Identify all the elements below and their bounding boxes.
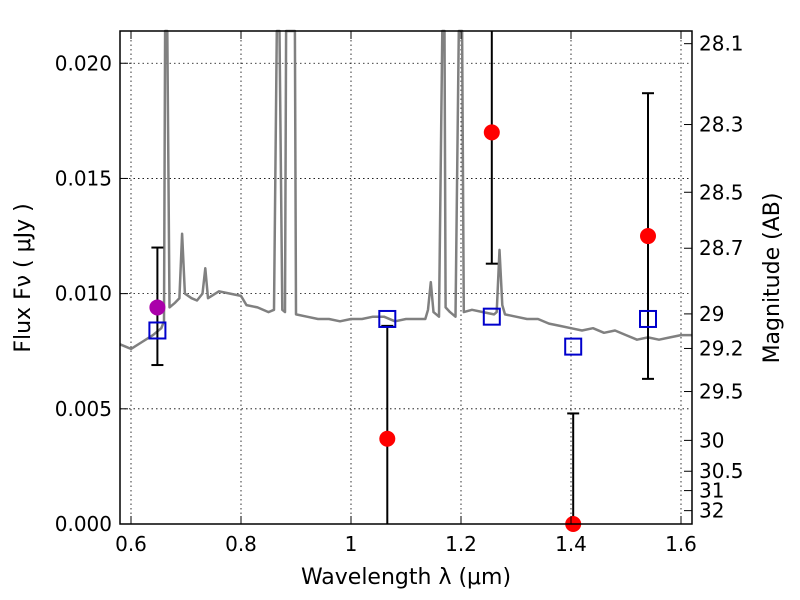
x-tick-label: 1.6 [665, 532, 697, 556]
spectrum-line [119, 29, 692, 351]
data-points [148, 124, 657, 532]
y2-tick-label: 31 [699, 479, 724, 503]
x-tick-label: 1 [345, 532, 358, 556]
y2-tick-label: 30 [699, 428, 724, 452]
axis-ticks: 0.6 0.8 1 1.2 1.4 1.6 0.000 0.005 0.010 0.015 0.02… [55, 31, 744, 556]
x-tick-label: 1.2 [445, 532, 477, 556]
y2-tick-label: 28.1 [699, 32, 744, 56]
y-tick-label: 0.015 [55, 166, 112, 190]
y-tick-label: 0.005 [55, 397, 112, 421]
model-photometry-square [378, 309, 397, 328]
y2-tick-label: 28.7 [699, 236, 744, 260]
y2-tick-label: 28.3 [699, 113, 744, 137]
y2-tick-label: 32 [699, 499, 724, 523]
plot-frame [119, 30, 693, 525]
x-axis-label: Wavelength λ (μm) [301, 565, 511, 590]
error-bars [151, 31, 654, 524]
observed-point [379, 430, 396, 447]
model-photometry-square [148, 321, 167, 340]
observed-point [640, 228, 656, 245]
observed-point [483, 124, 500, 141]
y2-tick-label: 29.2 [699, 336, 744, 360]
highlighted-point [149, 299, 166, 316]
x-tick-label: 0.8 [225, 532, 257, 556]
x-tick-label: 0.6 [115, 532, 147, 556]
model-photometry-square [482, 307, 501, 326]
x-tick-label: 1.4 [555, 532, 587, 556]
y-tick-label: 0.000 [55, 512, 112, 536]
model-spectrum [119, 29, 692, 351]
y-axis-label: Flux Fν ( μJy ) [11, 203, 36, 352]
y2-tick-label: 30.5 [699, 459, 744, 483]
y-tick-label: 0.010 [55, 282, 112, 306]
y2-tick-label: 29.5 [699, 380, 744, 404]
y2-tick-label: 28.5 [699, 180, 744, 204]
model-photometry-square [564, 337, 583, 356]
model-photometry-square [639, 309, 657, 328]
y-tick-label: 0.020 [55, 51, 112, 75]
y2-tick-label: 29 [699, 302, 724, 326]
y2-axis-label: Magnitude (AB) [760, 193, 785, 364]
